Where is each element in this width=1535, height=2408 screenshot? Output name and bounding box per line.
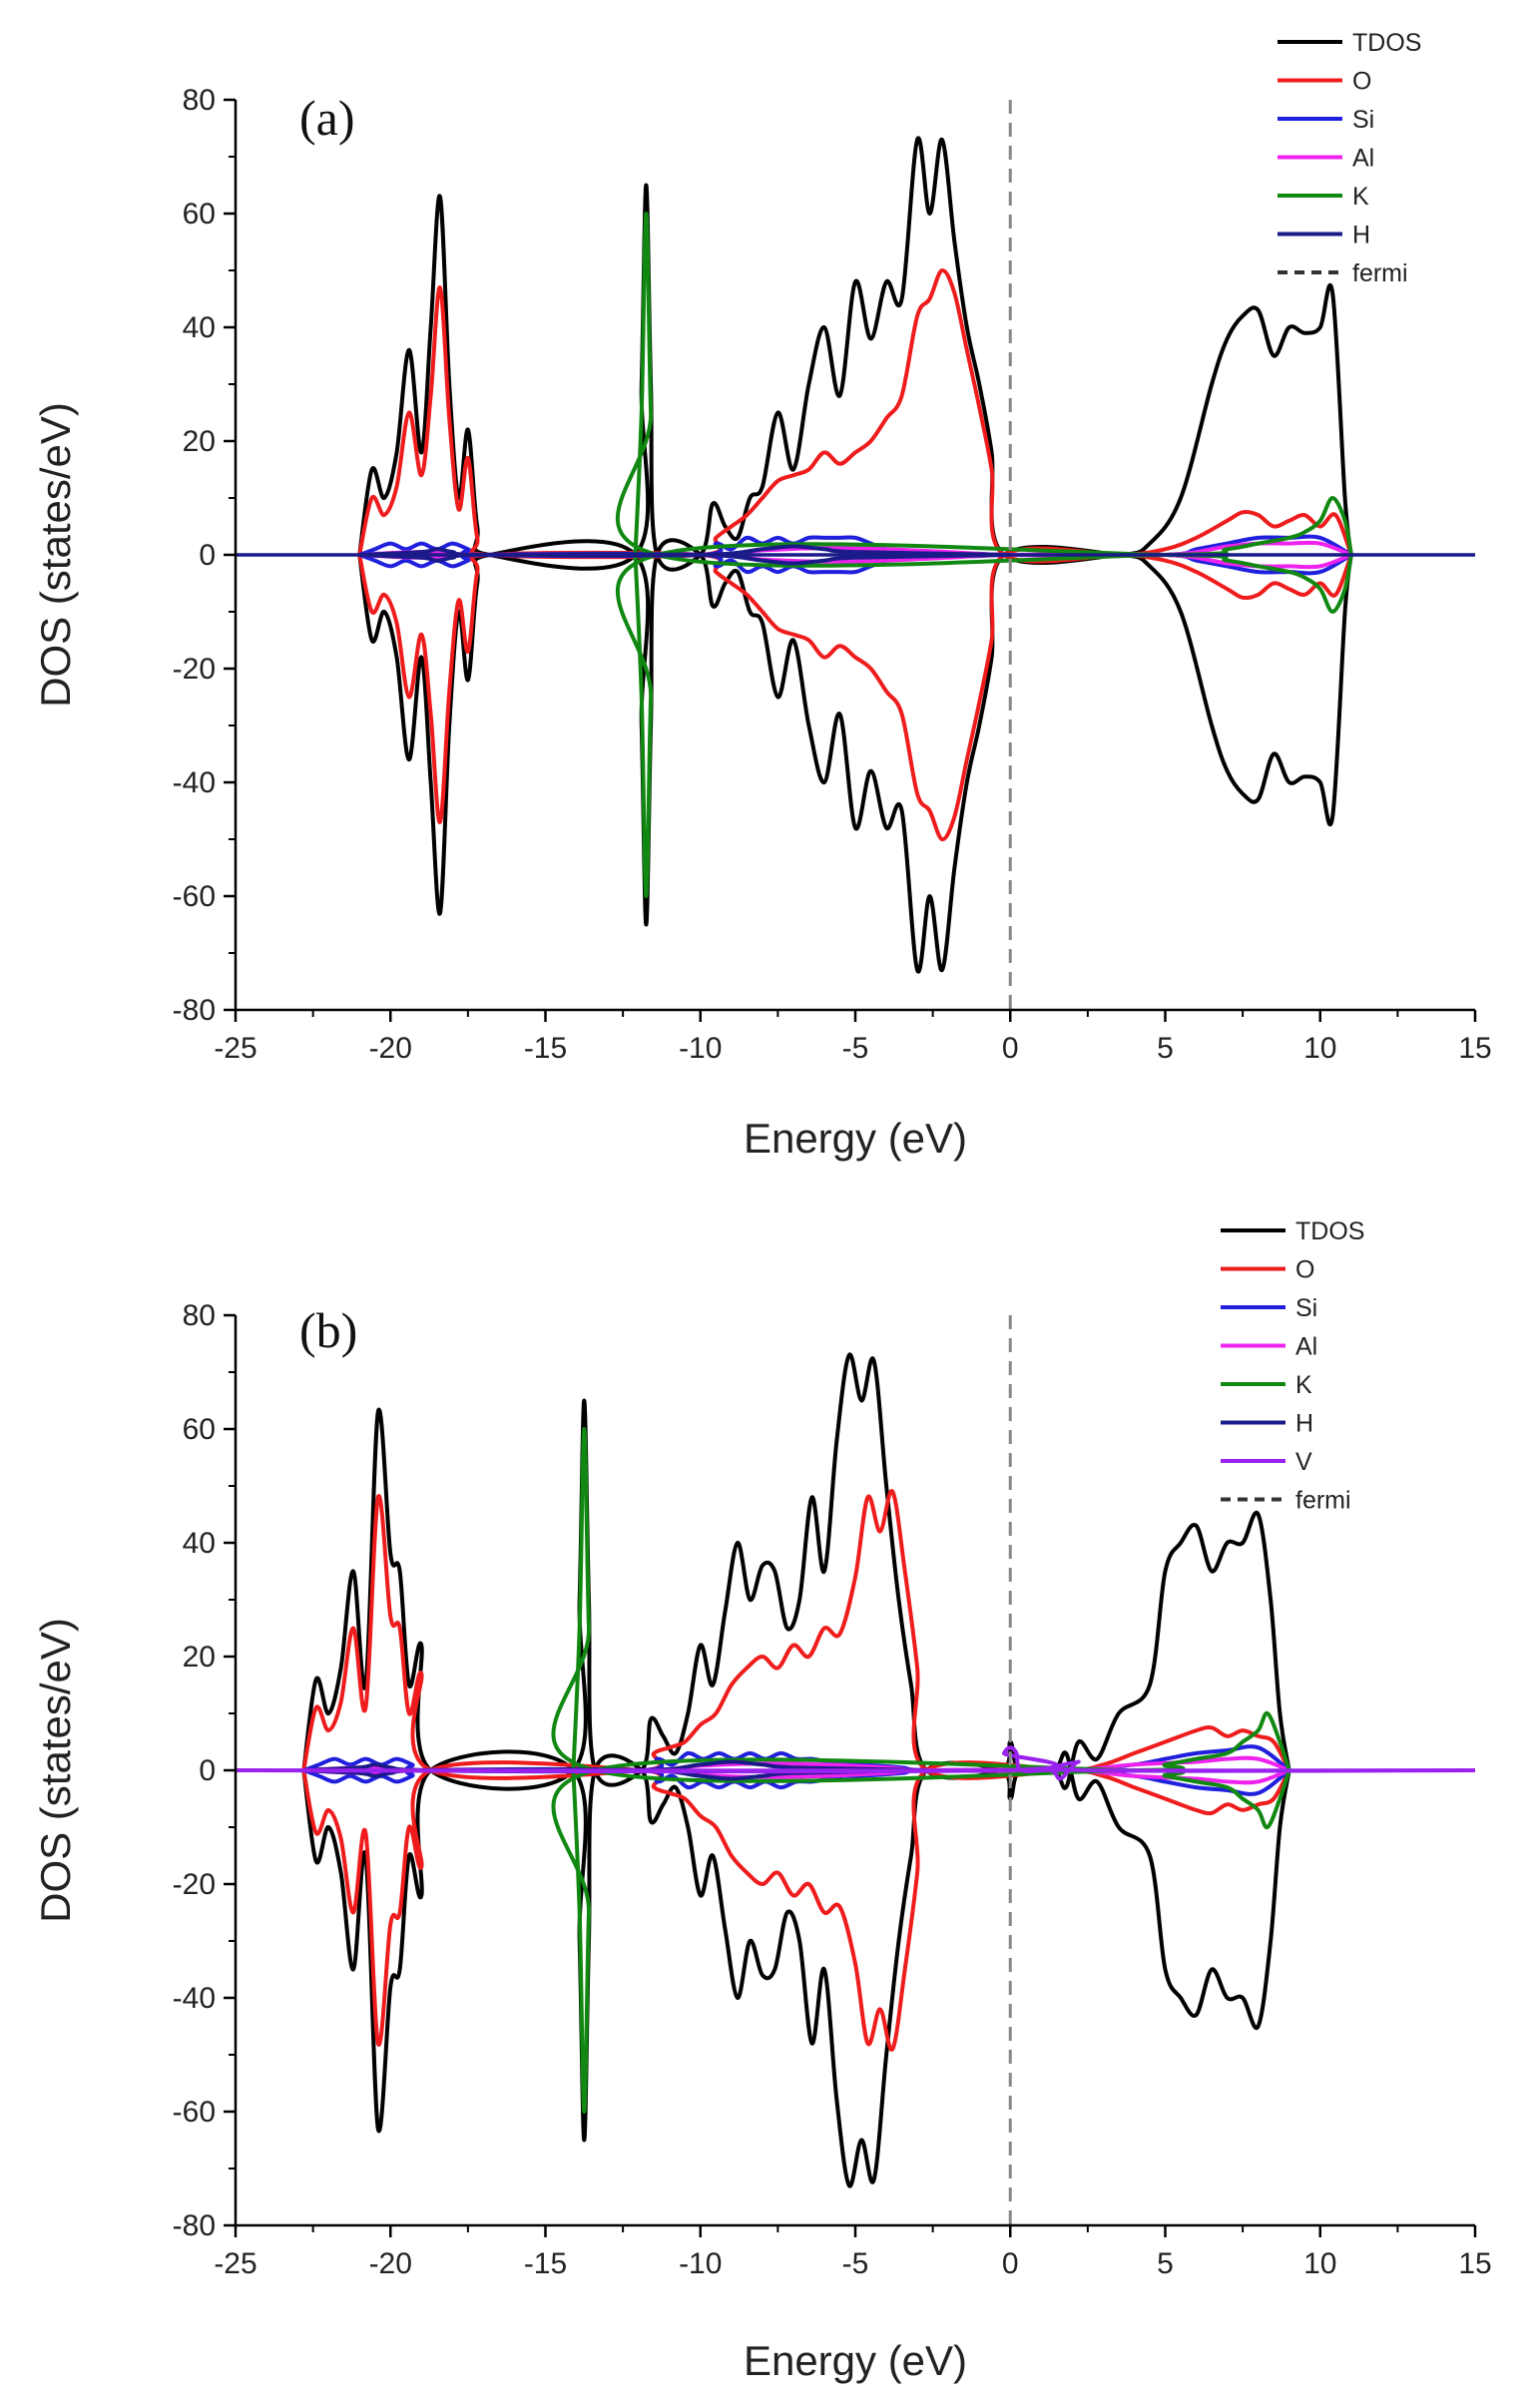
x-tick-label: 5 bbox=[1157, 1032, 1174, 1065]
y-tick-label: -20 bbox=[173, 653, 216, 686]
series-tdos-line-down bbox=[357, 538, 1353, 974]
legend-label-h: H bbox=[1295, 1410, 1313, 1438]
y-tick-label: 60 bbox=[183, 198, 216, 231]
legend-label-al: Al bbox=[1295, 1333, 1317, 1361]
x-tick-label: 15 bbox=[1458, 2247, 1491, 2280]
y-tick-label: -60 bbox=[173, 2096, 216, 2129]
legend-label-v: V bbox=[1295, 1448, 1312, 1476]
panel-a: -25 -20 -15 -10 -5 0 5 10 15 -80 -60 -40 -20 0 20 40 60 8… bbox=[32, 29, 1492, 1162]
x-tick-label: 10 bbox=[1303, 1032, 1336, 1065]
legend-label-k: K bbox=[1295, 1371, 1312, 1399]
panel-label: (b) bbox=[299, 1302, 357, 1358]
y-tick-label: 0 bbox=[199, 539, 216, 572]
series-k-line-up bbox=[551, 1427, 1291, 1783]
legend-label-si: Si bbox=[1295, 1294, 1317, 1322]
legend-label-al: Al bbox=[1352, 145, 1374, 173]
x-tick-label: -10 bbox=[679, 1032, 722, 1065]
y-tick-label: 40 bbox=[183, 1527, 216, 1560]
series-group bbox=[236, 136, 1475, 974]
x-tick-label: 10 bbox=[1303, 2247, 1336, 2280]
x-axis-title: Energy (eV) bbox=[744, 2337, 967, 2384]
y-tick-label: -40 bbox=[173, 766, 216, 799]
x-tick-label: 5 bbox=[1157, 2247, 1174, 2280]
x-tick-label: -25 bbox=[214, 2247, 256, 2280]
legend-label-tdos: TDOS bbox=[1295, 1217, 1364, 1245]
y-tick-label: -80 bbox=[173, 2209, 216, 2242]
y-tick-label: -60 bbox=[173, 880, 216, 913]
series-tdos-line-down bbox=[301, 1749, 1291, 2188]
y-tick-label: 40 bbox=[183, 311, 216, 344]
y-tick-label: -40 bbox=[173, 1982, 216, 2015]
y-tick-label: 0 bbox=[199, 1754, 216, 1787]
legend-label-o: O bbox=[1295, 1256, 1314, 1284]
x-tick-label: -15 bbox=[524, 2247, 567, 2280]
y-tick-label: 80 bbox=[183, 1299, 216, 1332]
legend-label-tdos: TDOS bbox=[1352, 29, 1421, 57]
series-tdos-line-up bbox=[357, 136, 1353, 572]
y-axis-title: DOS (states/eV) bbox=[32, 1618, 79, 1923]
panel-label: (a) bbox=[299, 90, 355, 146]
x-tick-label: -25 bbox=[214, 1032, 256, 1065]
x-tick-label: -5 bbox=[842, 1032, 869, 1065]
legend-label-k: K bbox=[1352, 183, 1369, 211]
series-o-line-down bbox=[357, 546, 1353, 841]
legend-label-fermi: fermi bbox=[1352, 259, 1408, 287]
y-tick-label: -80 bbox=[173, 994, 216, 1027]
y-tick-label: 20 bbox=[183, 1641, 216, 1674]
series-k-line-down bbox=[551, 1757, 1291, 2114]
y-tick-label: -20 bbox=[173, 1868, 216, 1901]
x-tick-label: -10 bbox=[679, 2247, 722, 2280]
series-o-line-up bbox=[357, 268, 1353, 564]
legend-label-si: Si bbox=[1352, 106, 1374, 134]
x-tick-label: 0 bbox=[1002, 2247, 1019, 2280]
series-group bbox=[236, 1352, 1475, 2188]
x-tick-label: -15 bbox=[524, 1032, 567, 1065]
series-o-line-up bbox=[301, 1489, 1291, 1780]
y-axis-title: DOS (states/eV) bbox=[32, 402, 79, 708]
x-axis-title: Energy (eV) bbox=[744, 1115, 967, 1162]
legend-label-fermi: fermi bbox=[1295, 1487, 1351, 1515]
x-tick-label: 15 bbox=[1458, 1032, 1491, 1065]
x-tick-label: -20 bbox=[369, 1032, 412, 1065]
x-tick-label: 0 bbox=[1002, 1032, 1019, 1065]
x-tick-label: -20 bbox=[369, 2247, 412, 2280]
y-tick-label: 80 bbox=[183, 84, 216, 117]
legend-label-o: O bbox=[1352, 68, 1371, 96]
legend-label-h: H bbox=[1352, 222, 1370, 249]
y-tick-label: 60 bbox=[183, 1413, 216, 1446]
series-tdos-line-up bbox=[301, 1352, 1291, 1791]
y-tick-label: 20 bbox=[183, 425, 216, 458]
series-o-line-down bbox=[301, 1760, 1291, 2052]
panel-b: -25 -20 -15 -10 -5 0 5 10 15 -80 -60 -40 -20 0 20 40 60 8… bbox=[32, 1217, 1492, 2384]
x-tick-label: -5 bbox=[842, 2247, 869, 2280]
